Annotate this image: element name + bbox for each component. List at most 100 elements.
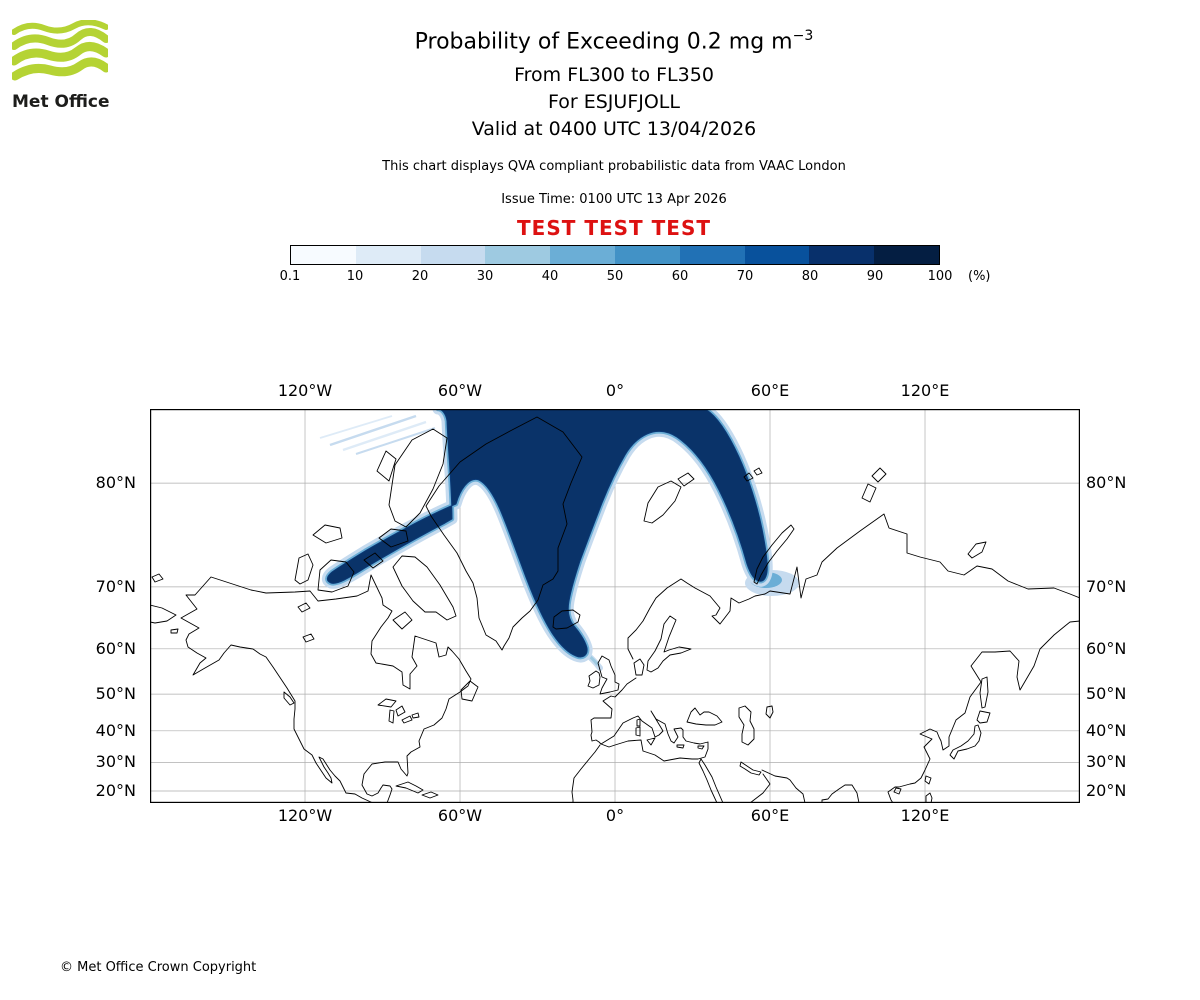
coastlines [150,416,1080,803]
lat-label-left: 20°N [95,781,136,800]
colorbar-tick-label: 0.1 [279,269,301,284]
lat-label-left: 50°N [95,684,136,704]
colorbar-segment [679,246,745,264]
colorbar-tick-label: 20 [411,269,429,284]
coast-persian-gulf [739,761,762,776]
coast-chukotka-wrangel [150,573,179,634]
test-banner: TEST TEST TEST [517,216,711,240]
subtitle-volcano: For ESJUFJOLL [548,91,680,113]
lat-label-left: 40°N [95,720,136,740]
coast-lakes-north-america [297,602,420,724]
met-office-logo-text: Met Office [12,92,110,112]
page-title-exponent: −3 [792,28,814,44]
coast-baltic-sea [646,615,692,673]
qva-note: This chart displays QVA compliant probab… [382,159,846,174]
plume-faint-streak [329,414,417,447]
ash-plume [319,409,799,671]
lon-label-bottom: 120°W [277,806,333,825]
coast-arabia-oman [749,773,771,803]
lat-label-left: 30°N [95,752,136,772]
map-border [150,409,1080,803]
lon-label-bottom: 60°E [750,806,790,825]
colorbar-segment [809,246,875,264]
colorbar-tick-label: 50 [606,269,624,284]
coast-caspian-sea [738,705,755,746]
lon-label-top: 60°W [437,381,483,400]
copyright-footer: © Met Office Crown Copyright [60,960,257,975]
coast-novaya-zemlya [753,524,795,585]
colorbar-segment [420,246,486,264]
colorbar-segment [485,246,551,264]
coast-iran-west-india [761,769,806,803]
lon-label-top: 0° [605,381,625,400]
colorbar-segment [744,246,810,264]
lat-label-left: 70°N [95,576,136,596]
lat-label-left: 80°N [95,473,136,493]
map [150,409,1080,803]
colorbar-segment [291,246,356,264]
lon-label-bottom: 120°E [900,806,950,825]
plume-faint-streak [319,415,393,439]
plume-core-high-probability [326,409,768,658]
met-office-logo-waves-icon [9,19,111,81]
coast-great-britain [597,655,620,695]
coast-greenland [425,416,583,651]
coast-mediterranean-islands [635,718,705,750]
colorbar-tick-label: 90 [866,269,884,284]
colorbar-tick-label: 30 [476,269,494,284]
plume-faint-streak [355,427,436,455]
coast-japan-sakhalin [949,676,991,760]
colorbar-segment [355,246,421,264]
lon-label-bottom: 0° [605,806,625,825]
plume-faint-streak [342,420,427,452]
colorbar-tick-label: 10 [346,269,364,284]
met-office-logo [9,19,111,86]
coast-svalbard-franz-josef [643,467,763,524]
lat-label-right: 30°N [1086,752,1127,772]
colorbar-tick-label: 60 [671,269,689,284]
colorbar-tick-label: 80 [801,269,819,284]
colorbar-segment [550,246,615,264]
coast-taiwan-hainan-philippines [893,775,933,803]
subtitle-valid-time: Valid at 0400 UTC 13/04/2026 [471,118,757,140]
coast-europe-atlantic [590,677,637,745]
colorbar-segment [874,246,939,264]
subtitle-flight-levels: From FL300 to FL350 [514,64,714,86]
coast-red-sea [698,758,724,803]
lon-label-top: 120°E [900,381,950,400]
coast-north-america [180,574,472,803]
lat-label-right: 80°N [1086,473,1127,493]
page-title-text: Probability of Exceeding 0.2 mg m [414,29,793,55]
lat-label-right: 60°N [1086,638,1127,658]
colorbar-unit-label: (%) [968,269,991,284]
coast-severnaya-new-siberian-islands [861,467,987,559]
colorbar-segments [290,245,940,265]
lat-label-right: 20°N [1086,781,1127,800]
map-gridlines [150,409,1080,803]
issue-time: Issue Time: 0100 UTC 13 Apr 2026 [501,192,727,207]
coast-mediterranean-sea [600,710,709,762]
lon-label-top: 120°W [277,381,333,400]
lat-label-right: 70°N [1086,576,1127,596]
coast-ireland [587,670,601,689]
coast-east-india-burma [821,784,860,803]
lon-label-bottom: 60°W [437,806,483,825]
colorbar-tick-label: 70 [736,269,754,284]
coast-black-sea [686,707,723,726]
coast-denmark [633,658,645,676]
coast-aral-sea [765,705,774,719]
coast-africa-west [571,744,601,803]
colorbar-tick-label: 100 [927,269,953,284]
lon-label-top: 60°E [750,381,790,400]
lat-label-right: 50°N [1086,684,1127,704]
coast-canadian-arctic-islands [283,428,479,706]
coast-caribbean-islands [395,781,439,799]
coast-east-asia [887,620,1080,803]
coast-scandinavia-arctic-russia [627,513,1080,660]
lat-label-right: 40°N [1086,720,1127,740]
colorbar-segment [614,246,680,264]
lat-label-left: 60°N [95,638,136,658]
page-title: Probability of Exceeding 0.2 mg m−3 [415,28,814,54]
colorbar-tick-label: 40 [541,269,559,284]
